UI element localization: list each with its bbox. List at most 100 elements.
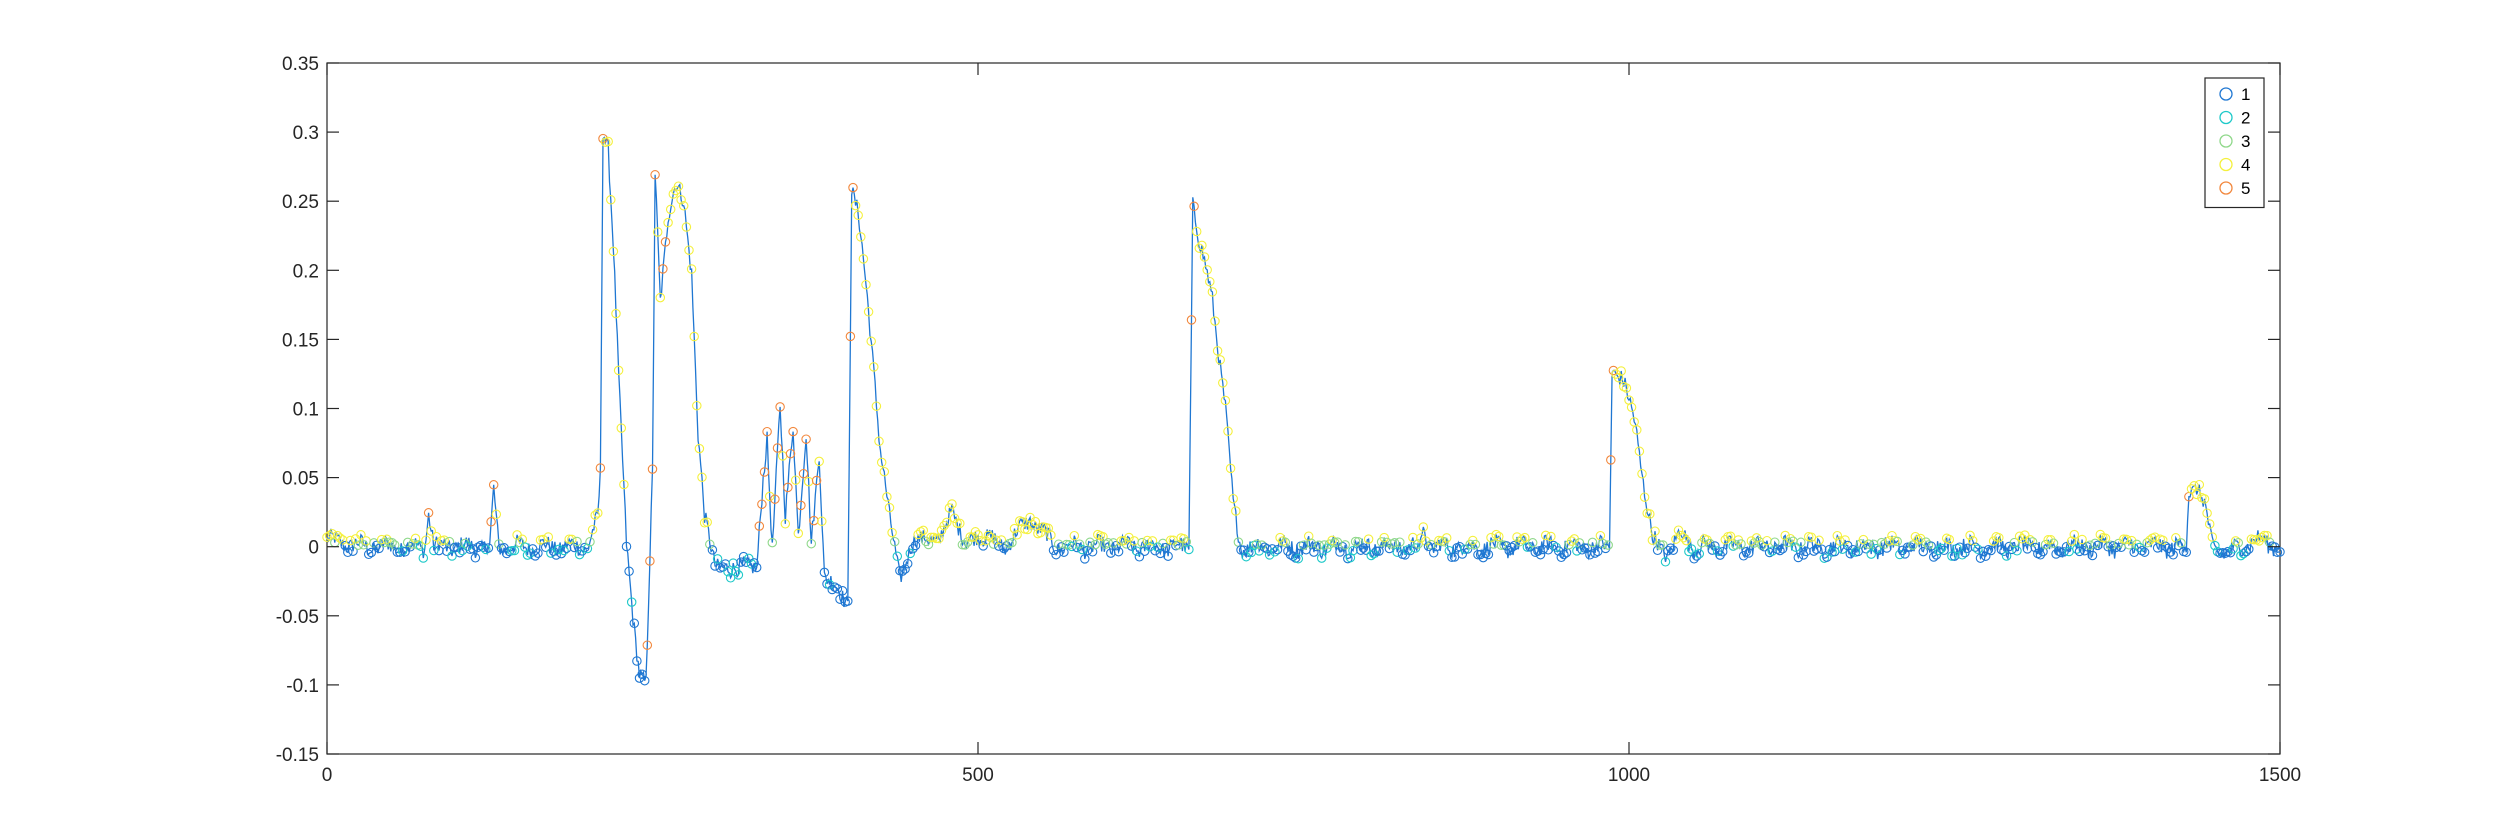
series-4-point xyxy=(1780,530,1790,541)
series-4-point xyxy=(931,533,942,544)
series-4-point xyxy=(863,307,874,317)
series-4-point xyxy=(1194,243,1205,253)
series-1-point xyxy=(2007,544,2017,555)
series-4-point xyxy=(876,457,887,468)
series-1-point xyxy=(1080,554,1090,564)
series-2-point xyxy=(1934,545,1944,556)
series-5-point xyxy=(759,467,770,477)
series-1-point xyxy=(483,543,494,553)
series-5-point xyxy=(783,482,793,493)
series-2-point xyxy=(1270,547,1280,557)
series-1-point xyxy=(1559,549,1569,560)
series-1-point xyxy=(1126,541,1137,551)
series-3-point xyxy=(1796,537,1806,548)
series-4-point xyxy=(986,532,996,543)
series-2-point xyxy=(415,541,426,551)
series-3-point xyxy=(1892,536,1902,547)
series-4-point xyxy=(1220,395,1231,406)
series-1-point xyxy=(902,558,913,569)
series-4-point xyxy=(790,475,801,485)
series-1-point xyxy=(1538,544,1548,555)
series-1-point xyxy=(751,562,762,573)
series-3-point xyxy=(1389,538,1400,548)
series-4-point xyxy=(1613,372,1624,383)
series-4-point xyxy=(1022,524,1033,535)
series-1-point xyxy=(366,547,377,558)
y-tick-label: 0.3 xyxy=(293,123,319,144)
series-4-point xyxy=(1681,535,1692,546)
series-4-point xyxy=(2158,535,2168,545)
series-4-point xyxy=(1009,523,1020,534)
series-5-point xyxy=(650,170,660,180)
series-1-point xyxy=(994,541,1004,551)
series-3-point xyxy=(960,540,970,550)
series-2-point xyxy=(522,550,533,560)
series-2-point xyxy=(1871,543,1882,554)
series-1-point xyxy=(1548,540,1559,551)
series-2-point xyxy=(481,544,491,555)
series-1-point xyxy=(1691,551,1702,561)
series-4-point xyxy=(1626,402,1637,413)
series-2-point xyxy=(1936,543,1947,554)
series-4-point xyxy=(1441,533,1452,543)
series-2-point xyxy=(509,545,520,556)
series-4-point xyxy=(1494,531,1504,542)
legend-marker-1 xyxy=(2219,87,2233,101)
x-tick-label: 1500 xyxy=(2259,765,2301,786)
series-3-point xyxy=(2090,538,2100,549)
series-1-point xyxy=(1405,545,1416,556)
series-4-point xyxy=(1944,534,1955,545)
series-4-point xyxy=(1806,532,1817,542)
series-1-point xyxy=(1001,541,1012,551)
series-4-point xyxy=(2014,531,2025,542)
series-4-point xyxy=(1725,531,1736,542)
series-4-point xyxy=(884,502,895,513)
series-4-point xyxy=(975,535,986,546)
series-5-point xyxy=(772,443,783,453)
series-2-point xyxy=(2134,542,2145,553)
series-5-point xyxy=(1189,201,1199,212)
series-2-point xyxy=(1947,551,1957,561)
series-4-point xyxy=(814,456,824,467)
x-tick-label: 0 xyxy=(322,765,333,786)
series-1-point xyxy=(1535,549,1546,560)
series-2-point xyxy=(2001,551,2012,561)
series-2-point xyxy=(1684,546,1694,557)
series-2-point xyxy=(626,597,637,607)
series-2-point xyxy=(1077,544,1087,555)
series-1-point xyxy=(1715,550,1725,560)
series-4-point xyxy=(1678,532,1689,543)
series-2-point xyxy=(1694,549,1705,559)
series-4-point xyxy=(2189,481,2199,491)
series-4-point xyxy=(606,195,616,205)
series-4-point xyxy=(356,530,366,540)
series-1-point xyxy=(1928,552,1939,562)
series-1-point xyxy=(1483,549,1494,560)
series-1-point xyxy=(1793,552,1804,563)
series-4-point xyxy=(1124,532,1134,543)
series-1-point xyxy=(2035,550,2046,560)
series-1-point xyxy=(2061,541,2072,552)
x-tick-label: 500 xyxy=(962,765,994,786)
series-1-point xyxy=(1744,548,1754,558)
series-3-point xyxy=(2176,538,2186,548)
series-4-point xyxy=(1178,534,1189,544)
series-4-point xyxy=(2199,494,2210,504)
series-4-point xyxy=(322,532,332,542)
series-4-point xyxy=(2020,530,2030,540)
series-markers xyxy=(322,133,2285,686)
series-4-point xyxy=(942,517,952,528)
series-1-point xyxy=(1384,543,1395,554)
series-1-point xyxy=(2173,540,2184,551)
series-3-point xyxy=(1085,537,1095,548)
series-3-point xyxy=(1587,537,1598,548)
series-4-point xyxy=(874,436,884,447)
series-1-point xyxy=(400,547,410,557)
series-1-point xyxy=(1423,541,1434,552)
series-4-point xyxy=(1647,535,1658,545)
series-1-point xyxy=(707,545,718,555)
series-5-point xyxy=(845,331,856,342)
series-4-point xyxy=(947,499,957,509)
series-1-point xyxy=(1288,551,1298,562)
series-3-point xyxy=(1527,538,1538,548)
